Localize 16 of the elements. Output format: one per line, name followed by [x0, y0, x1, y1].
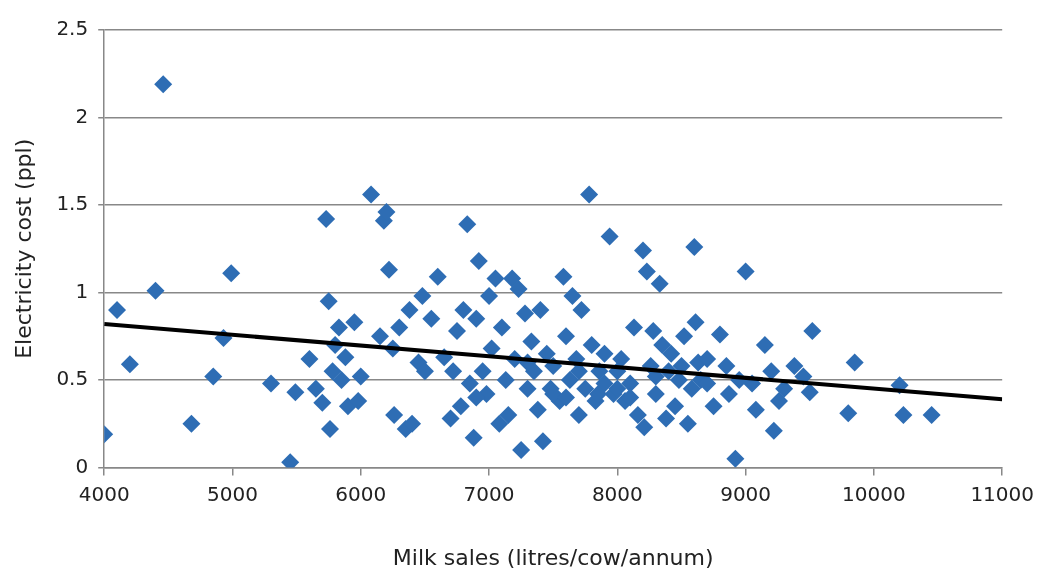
x-tick-label: 5000 [207, 481, 258, 506]
x-tick-label: 4000 [78, 481, 130, 506]
y-tick-label: 2.5 [56, 16, 89, 41]
y-axis-title: Electricity cost (ppl) [10, 138, 36, 359]
y-tick-label: 0 [75, 453, 89, 478]
x-tick-label: 7000 [463, 481, 515, 506]
y-tick-label: 1 [75, 278, 89, 303]
x-tick-label: 10000 [842, 481, 906, 506]
y-tick-label: 0.5 [56, 366, 89, 391]
x-tick-label: 8000 [591, 481, 643, 506]
y-tick-label: 2 [75, 103, 89, 128]
x-tick-label: 11000 [970, 481, 1034, 506]
x-tick-label: 6000 [335, 481, 387, 506]
x-tick-label: 9000 [720, 481, 772, 506]
y-tick-label: 1.5 [56, 191, 89, 216]
x-axis-title: Milk sales (litres/cow/annum) [392, 544, 714, 570]
